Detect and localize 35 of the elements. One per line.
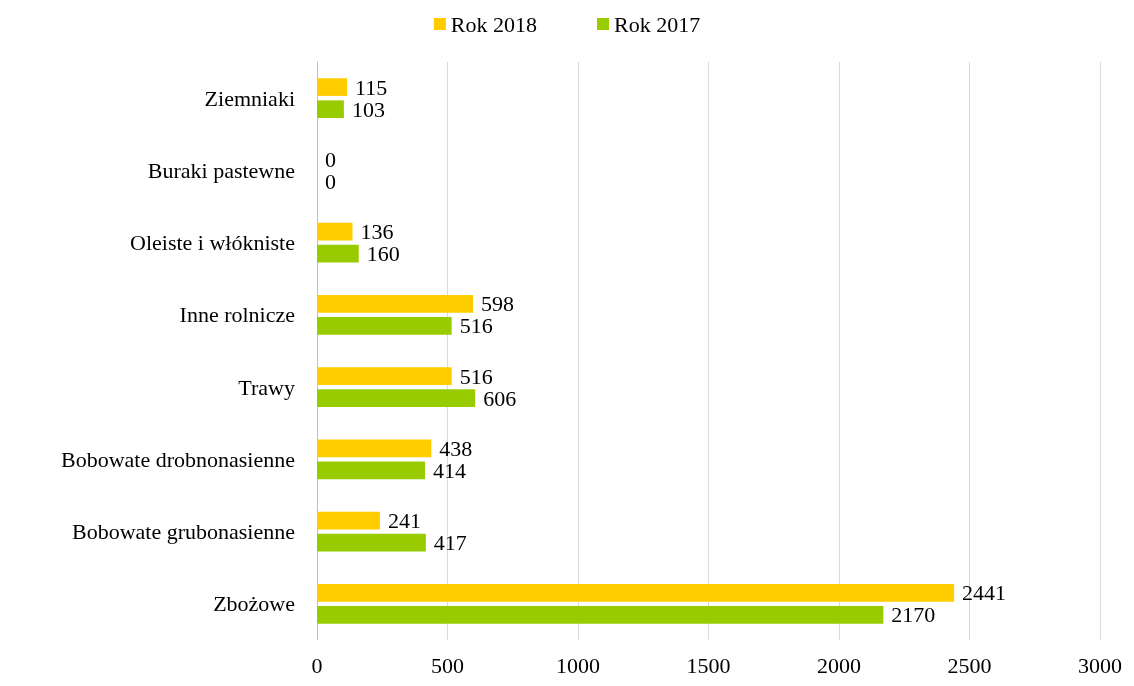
bar [317,439,432,458]
bar [317,100,344,118]
x-tick-label: 0 [311,652,323,678]
data-label: 417 [433,530,467,556]
legend-label: Rok 2017 [614,11,701,37]
bar [317,78,348,96]
x-tick-label: 1500 [686,652,731,678]
y-tick-label: Oleiste i włókniste [130,230,295,256]
data-label: 2170 [891,602,936,628]
x-tick-label: 500 [431,652,464,678]
x-tick-label: 1000 [556,652,600,678]
bar [317,295,474,313]
y-tick-label: Inne rolnicze [179,302,295,328]
data-label: 2441 [962,580,1007,606]
x-tick-label: 2000 [817,652,861,678]
y-tick-label: Trawy [238,374,295,400]
legend-label: Rok 2018 [450,11,538,37]
x-tick-label: 2500 [947,652,992,678]
bar [317,511,380,530]
y-tick-label: Bobowate drobnonasienne [61,446,295,472]
y-tick-label: Buraki pastewne [147,157,295,183]
bar [317,606,884,624]
y-tick-label: Zbożowe [213,591,295,617]
bar [317,533,426,552]
bar [317,389,476,407]
bar [317,244,359,263]
bar [317,222,353,241]
bar [317,584,955,602]
y-tick-label: Bobowate grubonasienne [72,519,295,545]
bar [317,461,426,480]
bar [317,367,452,385]
y-tick-label: Ziemniaki [204,85,295,111]
data-label: 241 [387,508,421,534]
x-tick-label: 3000 [1078,652,1122,678]
bar [317,317,452,335]
